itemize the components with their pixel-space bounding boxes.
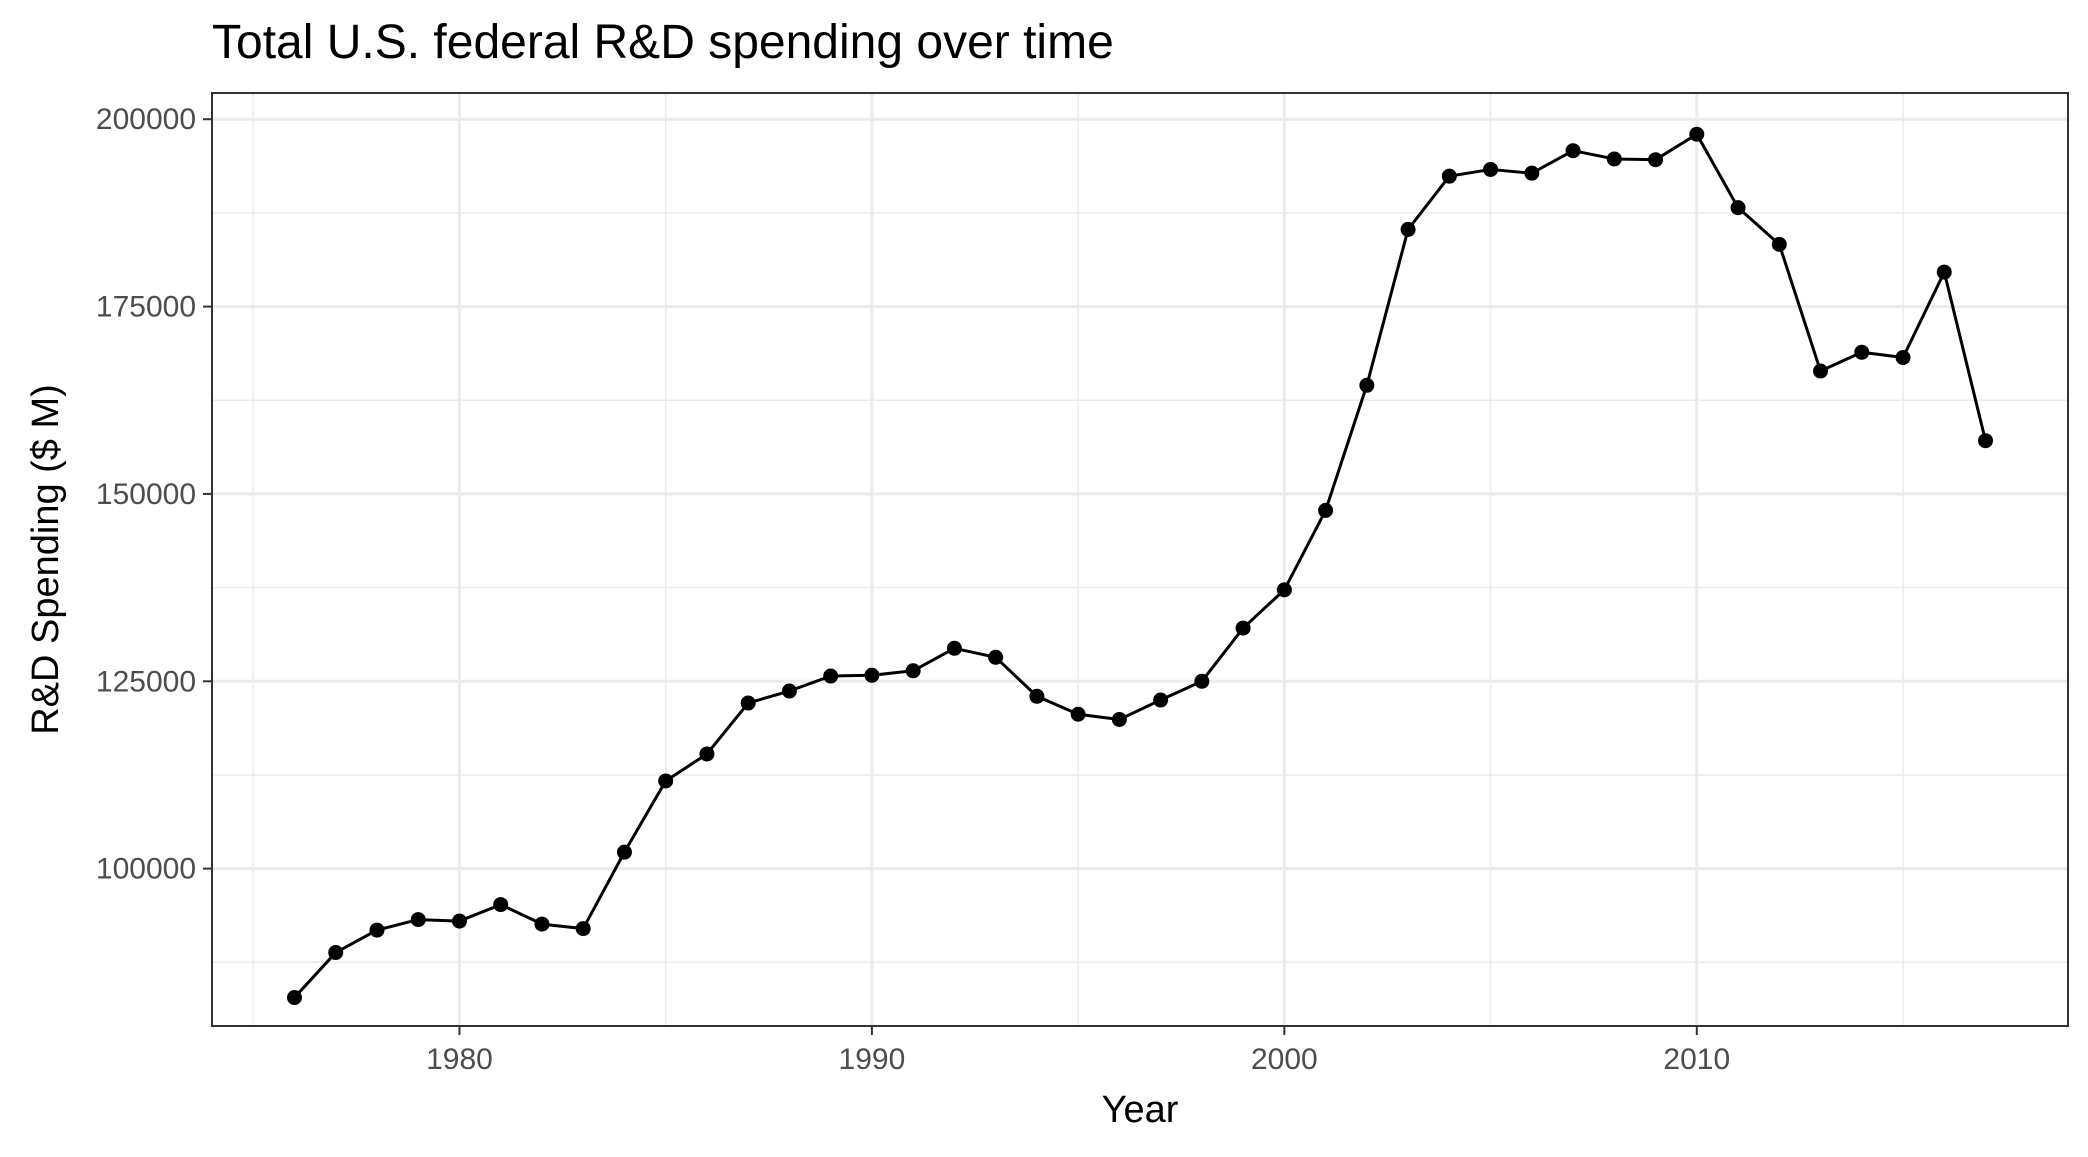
data-point [328,945,344,961]
x-axis-title: Year [1102,1089,1179,1131]
data-point [1565,143,1581,159]
y-tick-label: 150000 [96,478,196,511]
data-point [1730,200,1746,216]
data-point [1359,377,1375,393]
y-tick-label: 200000 [96,103,196,136]
data-point [1483,161,1499,177]
data-point [369,922,385,938]
data-point [1648,152,1664,168]
data-point [1441,168,1457,184]
data-point [740,695,756,711]
data-point [1111,711,1127,727]
data-point [1235,620,1251,636]
data-point [1936,264,1952,280]
data-point [1895,350,1911,366]
data-point [286,990,302,1006]
x-tick-label: 1990 [839,1043,906,1076]
major-gridlines [212,93,2068,1026]
y-axis: 100000 125000 150000 175000 200000 [96,103,212,886]
data-point [988,649,1004,665]
x-tick-label: 2010 [1663,1043,1730,1076]
data-point [946,640,962,656]
data-point [534,916,550,932]
y-tick-label: 125000 [96,665,196,698]
data-point [1606,151,1622,167]
data-point [699,746,715,762]
data-point [1813,363,1829,379]
data-point [905,663,921,679]
plot-panel-border [211,92,2069,1027]
data-point [1070,706,1086,722]
chart-title: Total U.S. federal R&D spending over tim… [212,16,1114,69]
data-point [451,913,467,929]
data-point [1978,433,1994,449]
data-point [1153,692,1169,708]
data-point [1318,502,1334,518]
data-points-group [286,126,1994,1006]
data-point [410,912,426,928]
data-point [823,668,839,684]
data-point [1194,673,1210,689]
y-tick-label: 175000 [96,291,196,324]
data-point [493,897,509,913]
x-axis: 1980 1990 2000 2010 [426,1026,1730,1076]
data-point [575,921,591,937]
data-point [864,667,880,683]
data-point [658,773,674,789]
minor-gridlines [212,93,2068,1026]
y-tick-label: 100000 [96,853,196,886]
data-point [1276,582,1292,598]
data-point [1854,344,1870,360]
data-point [1400,221,1416,237]
y-axis-title: R&D Spending ($ M) [25,384,67,735]
x-tick-label: 2000 [1251,1043,1318,1076]
data-point [1524,165,1540,181]
data-point [616,844,632,860]
x-tick-label: 1980 [426,1043,493,1076]
data-point [781,683,797,699]
data-point [1029,688,1045,704]
data-point [1771,236,1787,252]
data-point [1689,126,1705,142]
